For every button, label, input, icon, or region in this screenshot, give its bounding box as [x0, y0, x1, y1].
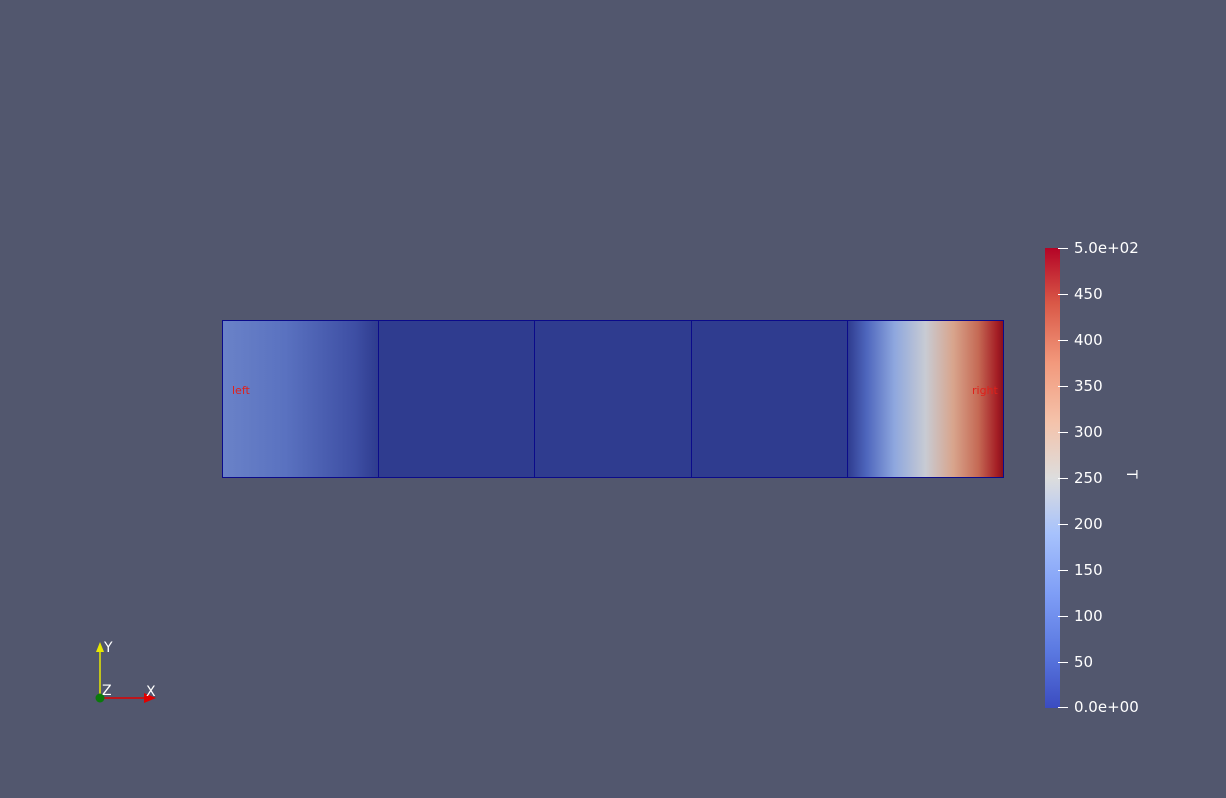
z-axis-label: Z: [102, 683, 112, 699]
mesh-cell: [535, 321, 692, 477]
legend-tick-label: 150: [1074, 561, 1103, 579]
legend-tick-label: 300: [1074, 423, 1103, 441]
z-axis-dot: [95, 693, 105, 703]
y-axis-label: Y: [104, 640, 113, 656]
mesh-domain: [222, 320, 1004, 478]
color-legend-bar: [1045, 248, 1060, 708]
x-axis-arrow: [144, 693, 156, 703]
legend-tick-label: 350: [1074, 377, 1103, 395]
mesh-cell: [691, 321, 848, 477]
color-legend-title: T: [1123, 470, 1139, 479]
legend-tick-label: 400: [1074, 331, 1103, 349]
mesh-cell: [223, 321, 380, 477]
legend-tick-label: 450: [1074, 285, 1103, 303]
legend-tick-label: 5.0e+02: [1074, 239, 1139, 257]
legend-tick-label: 0.0e+00: [1074, 698, 1139, 716]
legend-tick-label: 250: [1074, 469, 1103, 487]
mesh-cell: [379, 321, 536, 477]
legend-tick-label: 50: [1074, 653, 1094, 671]
x-axis-label: X: [146, 684, 156, 700]
boundary-label-right: right: [972, 384, 998, 397]
mesh-cell: [847, 321, 1004, 477]
boundary-label-left: left: [232, 384, 250, 397]
orientation-axes: Y X Z: [80, 630, 180, 720]
y-axis-arrow: [96, 642, 104, 652]
legend-tick-label: 200: [1074, 515, 1103, 533]
color-legend-ticks: 5.0e+02 450 400 350 300 250 200 150 100 …: [1058, 239, 1178, 716]
axes-triad-icon: [95, 642, 156, 703]
legend-tick-label: 100: [1074, 607, 1103, 625]
